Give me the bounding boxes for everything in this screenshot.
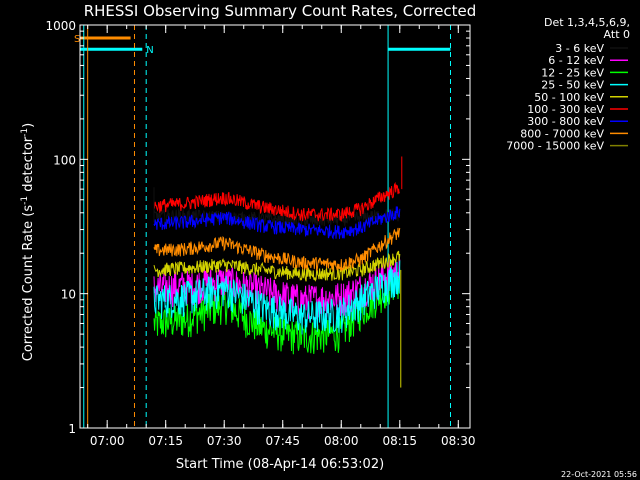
legend-header-line-1: Det 1,3,4,5,6,9,: [544, 16, 630, 29]
chart-title: RHESSI Observing Summary Count Rates, Co…: [84, 2, 477, 20]
y-axis-label: Corrected Count Rate (s-1 detector-1): [20, 123, 36, 361]
series-3-6kev: [153, 207, 401, 228]
y-tick-label: 1: [68, 422, 76, 436]
x-tick-label: 08:00: [324, 434, 359, 448]
legend-label: 100 - 300 keV: [527, 103, 604, 116]
plot-area: SN: [74, 25, 451, 428]
legend-label: 6 - 12 keV: [548, 54, 604, 67]
x-tick-label: 08:30: [441, 434, 476, 448]
y-tick-label: 1000: [45, 19, 76, 33]
legend-header-line-2: Att 0: [604, 28, 630, 41]
x-axis-label: Start Time (08-Apr-14 06:53:02): [176, 457, 384, 472]
legend-label: 7000 - 15000 keV: [506, 140, 604, 153]
series-25-50kev: [153, 260, 401, 335]
series-100-300kev: [153, 181, 400, 222]
legend-label: 300 - 800 keV: [527, 115, 604, 128]
x-tick-label: 07:00: [90, 434, 125, 448]
y-tick-label: 100: [53, 153, 76, 167]
legend-label: 12 - 25 keV: [541, 66, 604, 79]
x-tick-label: 07:45: [265, 434, 300, 448]
plot-frame: [79, 24, 471, 429]
annotation-label-S: S: [74, 34, 80, 45]
x-tick-label: 07:15: [148, 434, 183, 448]
annotation-label-N: N: [146, 45, 153, 56]
series-300-800kev: [153, 206, 401, 240]
legend-label: 25 - 50 keV: [541, 79, 604, 92]
footer-timestamp: 22-Oct-2021 05:56: [561, 470, 637, 479]
series-800-7000kev: [153, 227, 401, 272]
legend-label: 50 - 100 keV: [534, 91, 604, 104]
x-tick-label: 07:30: [207, 434, 242, 448]
x-tick-label: 08:15: [382, 434, 417, 448]
legend-label: 3 - 6 keV: [555, 42, 604, 55]
legend-label: 800 - 7000 keV: [520, 127, 604, 140]
axes: 1 10 100 1000 07:00 07:15 07:30 07:45 08:00 08:15…: [45, 19, 475, 448]
y-tick-label: 10: [61, 288, 76, 302]
